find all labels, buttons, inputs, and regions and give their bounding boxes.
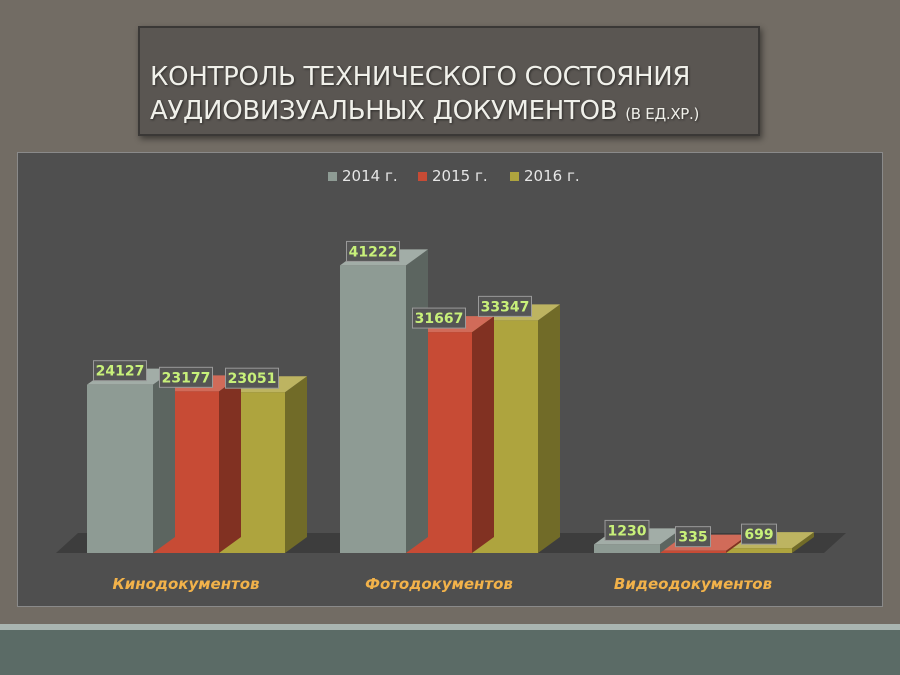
legend-swatch-2 <box>418 172 427 181</box>
data-label-2-3: 33347 <box>481 299 530 315</box>
bars <box>87 249 814 553</box>
data-label-1-1: 24127 <box>96 364 145 380</box>
data-label-3-3: 699 <box>744 527 773 543</box>
legend: 2014 г. 2015 г. 2016 г. <box>328 167 580 185</box>
chart-title-line2: АУДИОВИЗУАЛЬНЫХ ДОКУМЕНТОВ (В ЕД.ХР.) <box>150 96 699 126</box>
legend-swatch-1 <box>328 172 337 181</box>
legend-label-2: 2015 г. <box>432 167 488 185</box>
chart-frame: 2014 г. 2015 г. 2016 г. 24127 23177 23051 412… <box>17 152 883 607</box>
bar-front <box>660 550 726 553</box>
legend-label-3: 2016 г. <box>524 167 580 185</box>
category-label-3: Видеодокументов <box>614 575 772 593</box>
data-label-1-2: 23177 <box>162 370 211 386</box>
bar-front <box>726 548 792 553</box>
data-label-2-2: 31667 <box>415 311 464 327</box>
data-label-box-3-1 <box>604 519 650 541</box>
bottom-strip <box>0 630 900 675</box>
data-label-box-1-1 <box>93 360 147 382</box>
data-label-box-1-3 <box>225 367 279 389</box>
category-label-2: Фотодокументов <box>365 575 513 593</box>
data-label-box-3-2 <box>675 526 711 548</box>
bar-side <box>538 304 560 553</box>
bar-front <box>340 265 406 553</box>
data-label-box-2-2 <box>412 307 466 329</box>
bar-side <box>792 532 814 553</box>
bottom-band <box>0 624 900 630</box>
data-label-box-3-3 <box>741 523 777 545</box>
category-label-1: Кинодокументов <box>112 575 259 593</box>
chart-svg: 2014 г. 2015 г. 2016 г. 24127 23177 23051 412… <box>56 167 846 593</box>
data-label-box-2-3 <box>478 295 532 317</box>
data-labels: 24127 23177 23051 41222 31667 33347 1230 335 699 <box>93 240 777 548</box>
data-label-3-2: 335 <box>678 530 707 546</box>
bar-side <box>153 368 175 553</box>
chart-title-line1: КОНТРОЛЬ ТЕХНИЧЕСКОГО СОСТОЯНИЯ <box>150 62 691 92</box>
bar-side <box>219 375 241 553</box>
title-box: КОНТРОЛЬ ТЕХНИЧЕСКОГО СОСТОЯНИЯ АУДИОВИЗ… <box>138 26 760 136</box>
data-label-2-1: 41222 <box>349 244 398 260</box>
chart-title-main: АУДИОВИЗУАЛЬНЫХ ДОКУМЕНТОВ <box>150 96 618 126</box>
legend-label-1: 2014 г. <box>342 167 398 185</box>
bar-front <box>87 384 153 553</box>
bar-side <box>472 316 494 553</box>
category-labels: Кинодокументов Фотодокументов Видеодокумен… <box>112 575 772 593</box>
data-label-1-3: 23051 <box>228 371 277 387</box>
bar-1-1 <box>87 368 175 553</box>
data-label-box-2-1 <box>346 240 400 262</box>
bar-side <box>406 249 428 553</box>
chart-title-unit: (В ЕД.ХР.) <box>625 105 700 123</box>
bar-front <box>594 544 660 553</box>
data-label-box-1-2 <box>159 366 213 388</box>
bar-side <box>285 376 307 553</box>
legend-swatch-3 <box>510 172 519 181</box>
bar-2-1 <box>340 249 428 553</box>
data-label-3-1: 1230 <box>608 523 647 539</box>
